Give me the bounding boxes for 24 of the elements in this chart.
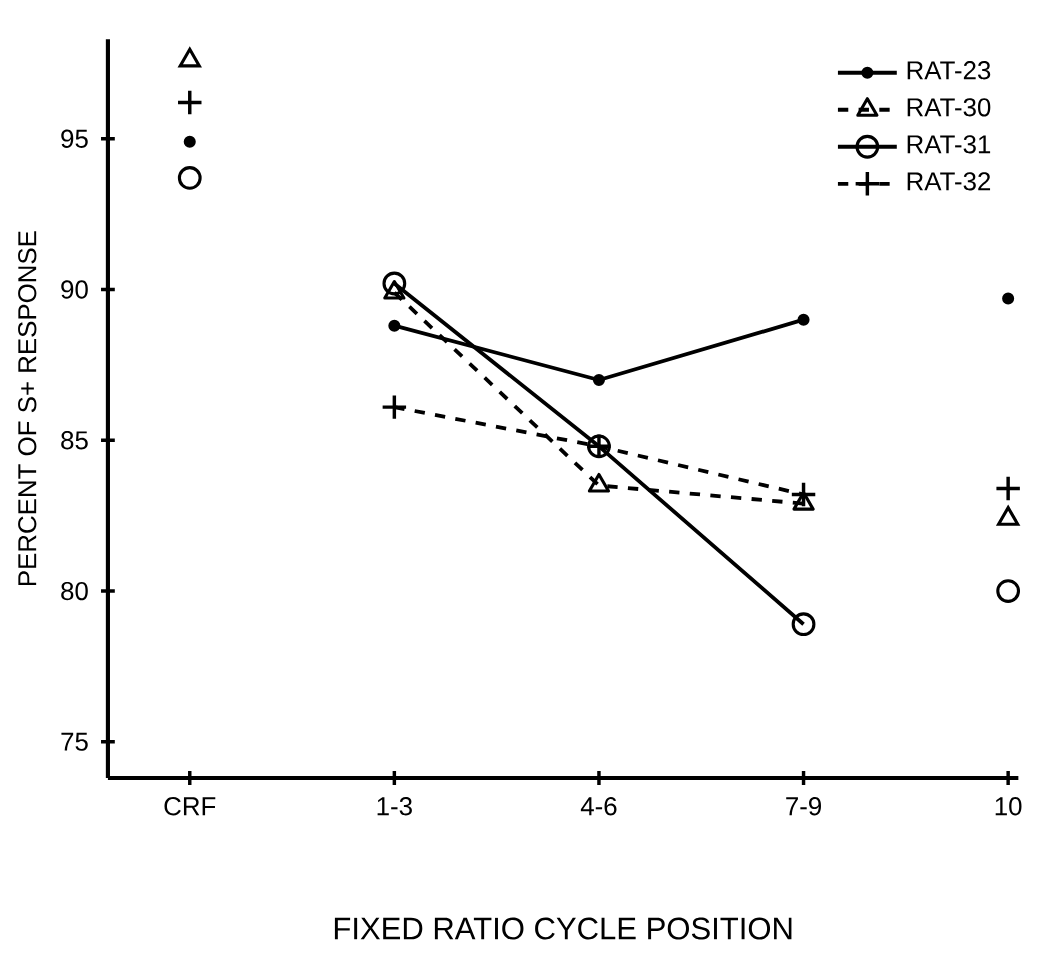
- x-axis-title: FIXED RATIO CYCLE POSITION: [334, 917, 792, 940]
- point: [797, 313, 810, 326]
- x-tick-label: 10: [995, 796, 1022, 816]
- y-tick-label: 75: [61, 732, 88, 751]
- x-tick-label: 4-6: [580, 796, 617, 816]
- y-tick-label: 85: [61, 431, 88, 450]
- x-tick-label: 7-9: [786, 796, 821, 816]
- y-axis-title: PERCENT OF S+ RESPONSE: [18, 231, 37, 585]
- point: [382, 271, 407, 296]
- point: [183, 135, 196, 148]
- point: [382, 395, 407, 419]
- y-tick-label: 90: [61, 280, 88, 299]
- x-tick-label: 1-3: [377, 796, 412, 816]
- legend-label: RAT-32: [907, 172, 991, 191]
- x-tick-label: CRF: [164, 796, 216, 816]
- point: [177, 165, 202, 190]
- legend-label: RAT-23: [907, 61, 991, 80]
- point: [388, 319, 401, 332]
- legend-label: RAT-31: [907, 135, 991, 154]
- legend-label: RAT-30: [907, 98, 991, 117]
- point: [791, 612, 816, 637]
- y-tick-label: 80: [61, 581, 88, 601]
- point: [592, 373, 605, 386]
- y-tick-label: 95: [61, 129, 88, 148]
